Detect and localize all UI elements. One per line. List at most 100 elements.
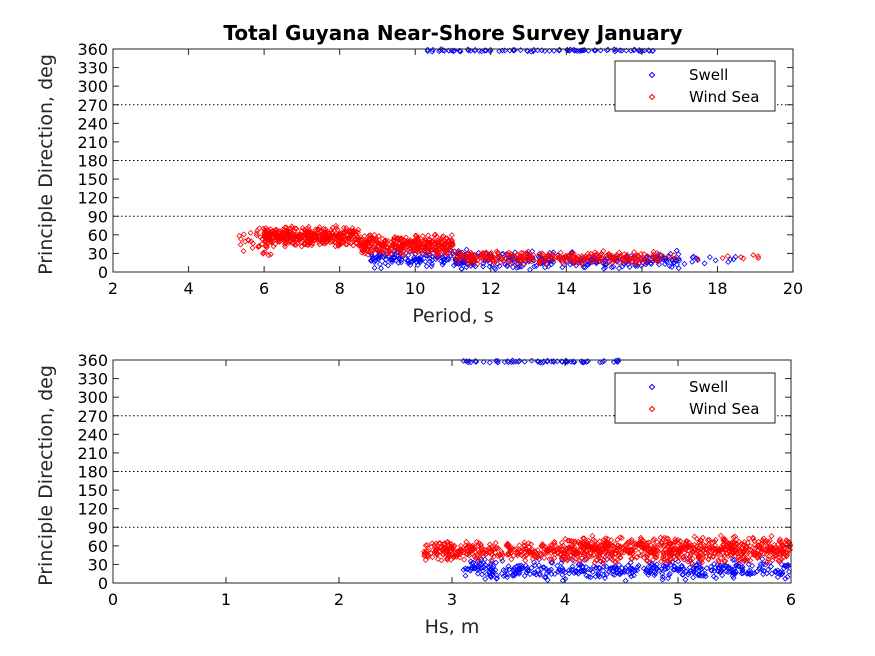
x-tick-label: 1 [221, 590, 231, 609]
data-point [549, 542, 556, 549]
data-point [730, 570, 737, 577]
data-point [563, 551, 570, 558]
data-point [589, 568, 596, 575]
data-point [621, 569, 628, 575]
data-point [684, 558, 691, 565]
data-point [711, 561, 718, 567]
data-point [494, 552, 501, 559]
data-point [600, 265, 607, 272]
data-point [580, 47, 587, 54]
data-point [736, 546, 743, 553]
data-point [610, 254, 617, 261]
data-point [467, 249, 474, 256]
data-point [680, 571, 686, 578]
data-point [438, 557, 445, 564]
data-point [521, 358, 528, 365]
data-point [600, 567, 607, 574]
data-point [693, 562, 700, 569]
data-point [582, 550, 589, 557]
data-point [609, 564, 616, 571]
data-point [554, 562, 561, 569]
data-point [760, 535, 767, 542]
data-point [345, 236, 352, 242]
x-tick-label: 2 [108, 279, 118, 298]
data-point [382, 260, 389, 267]
data-point [422, 542, 429, 549]
y-tick-label: 30 [88, 244, 108, 263]
data-point [719, 255, 726, 262]
data-point [433, 248, 440, 255]
data-point [610, 542, 617, 549]
data-point [620, 257, 627, 264]
data-point [369, 253, 376, 260]
data-point [654, 547, 661, 554]
data-point [579, 253, 586, 259]
data-point [715, 564, 722, 571]
data-point [644, 554, 651, 561]
data-point [740, 255, 747, 262]
data-point [581, 549, 588, 556]
data-point [443, 257, 450, 264]
data-point [768, 570, 775, 577]
data-point [689, 254, 696, 261]
data-point [433, 551, 440, 557]
data-point [496, 263, 503, 269]
data-point [592, 541, 599, 548]
data-point [631, 541, 638, 548]
data-point [350, 228, 357, 235]
data-point [475, 556, 482, 563]
data-point [514, 569, 521, 576]
data-point [446, 240, 453, 246]
data-point [738, 551, 745, 557]
data-point [616, 546, 623, 553]
data-point [525, 540, 532, 547]
data-point [743, 549, 750, 556]
data-point [468, 566, 475, 573]
data-point [480, 358, 487, 365]
data-point [456, 248, 463, 255]
data-point [375, 255, 382, 261]
data-point [685, 569, 692, 576]
data-point [434, 253, 441, 259]
data-point [533, 262, 540, 269]
data-point [559, 568, 566, 575]
data-point [260, 250, 267, 257]
data-point [341, 228, 348, 235]
data-point [369, 235, 376, 242]
data-point [598, 542, 605, 549]
data-point [560, 254, 567, 261]
data-point [442, 248, 449, 255]
data-point [727, 256, 734, 263]
y-tick-label: 60 [88, 537, 108, 556]
data-point [541, 545, 548, 552]
data-point [522, 562, 529, 569]
data-point [263, 242, 270, 249]
data-point [332, 222, 339, 229]
data-point [440, 259, 447, 266]
data-point [541, 47, 548, 54]
data-point [316, 236, 323, 243]
data-point [513, 264, 520, 271]
data-point [376, 233, 382, 240]
data-point [618, 47, 625, 54]
data-point [600, 543, 607, 550]
data-point [289, 224, 296, 231]
data-point [445, 256, 452, 263]
data-point [491, 257, 498, 264]
data-point [518, 552, 525, 559]
data-point [366, 243, 373, 250]
data-point [697, 542, 704, 549]
data-point [635, 540, 642, 547]
data-point [413, 247, 420, 254]
data-point [381, 238, 388, 245]
data-point [782, 563, 789, 570]
data-point [645, 258, 652, 265]
data-point [459, 259, 466, 266]
data-point [272, 229, 279, 236]
data-point [369, 247, 376, 254]
data-point [486, 568, 493, 575]
x-tick-label: 4 [560, 590, 570, 609]
data-point [695, 552, 702, 559]
data-point [671, 251, 677, 258]
